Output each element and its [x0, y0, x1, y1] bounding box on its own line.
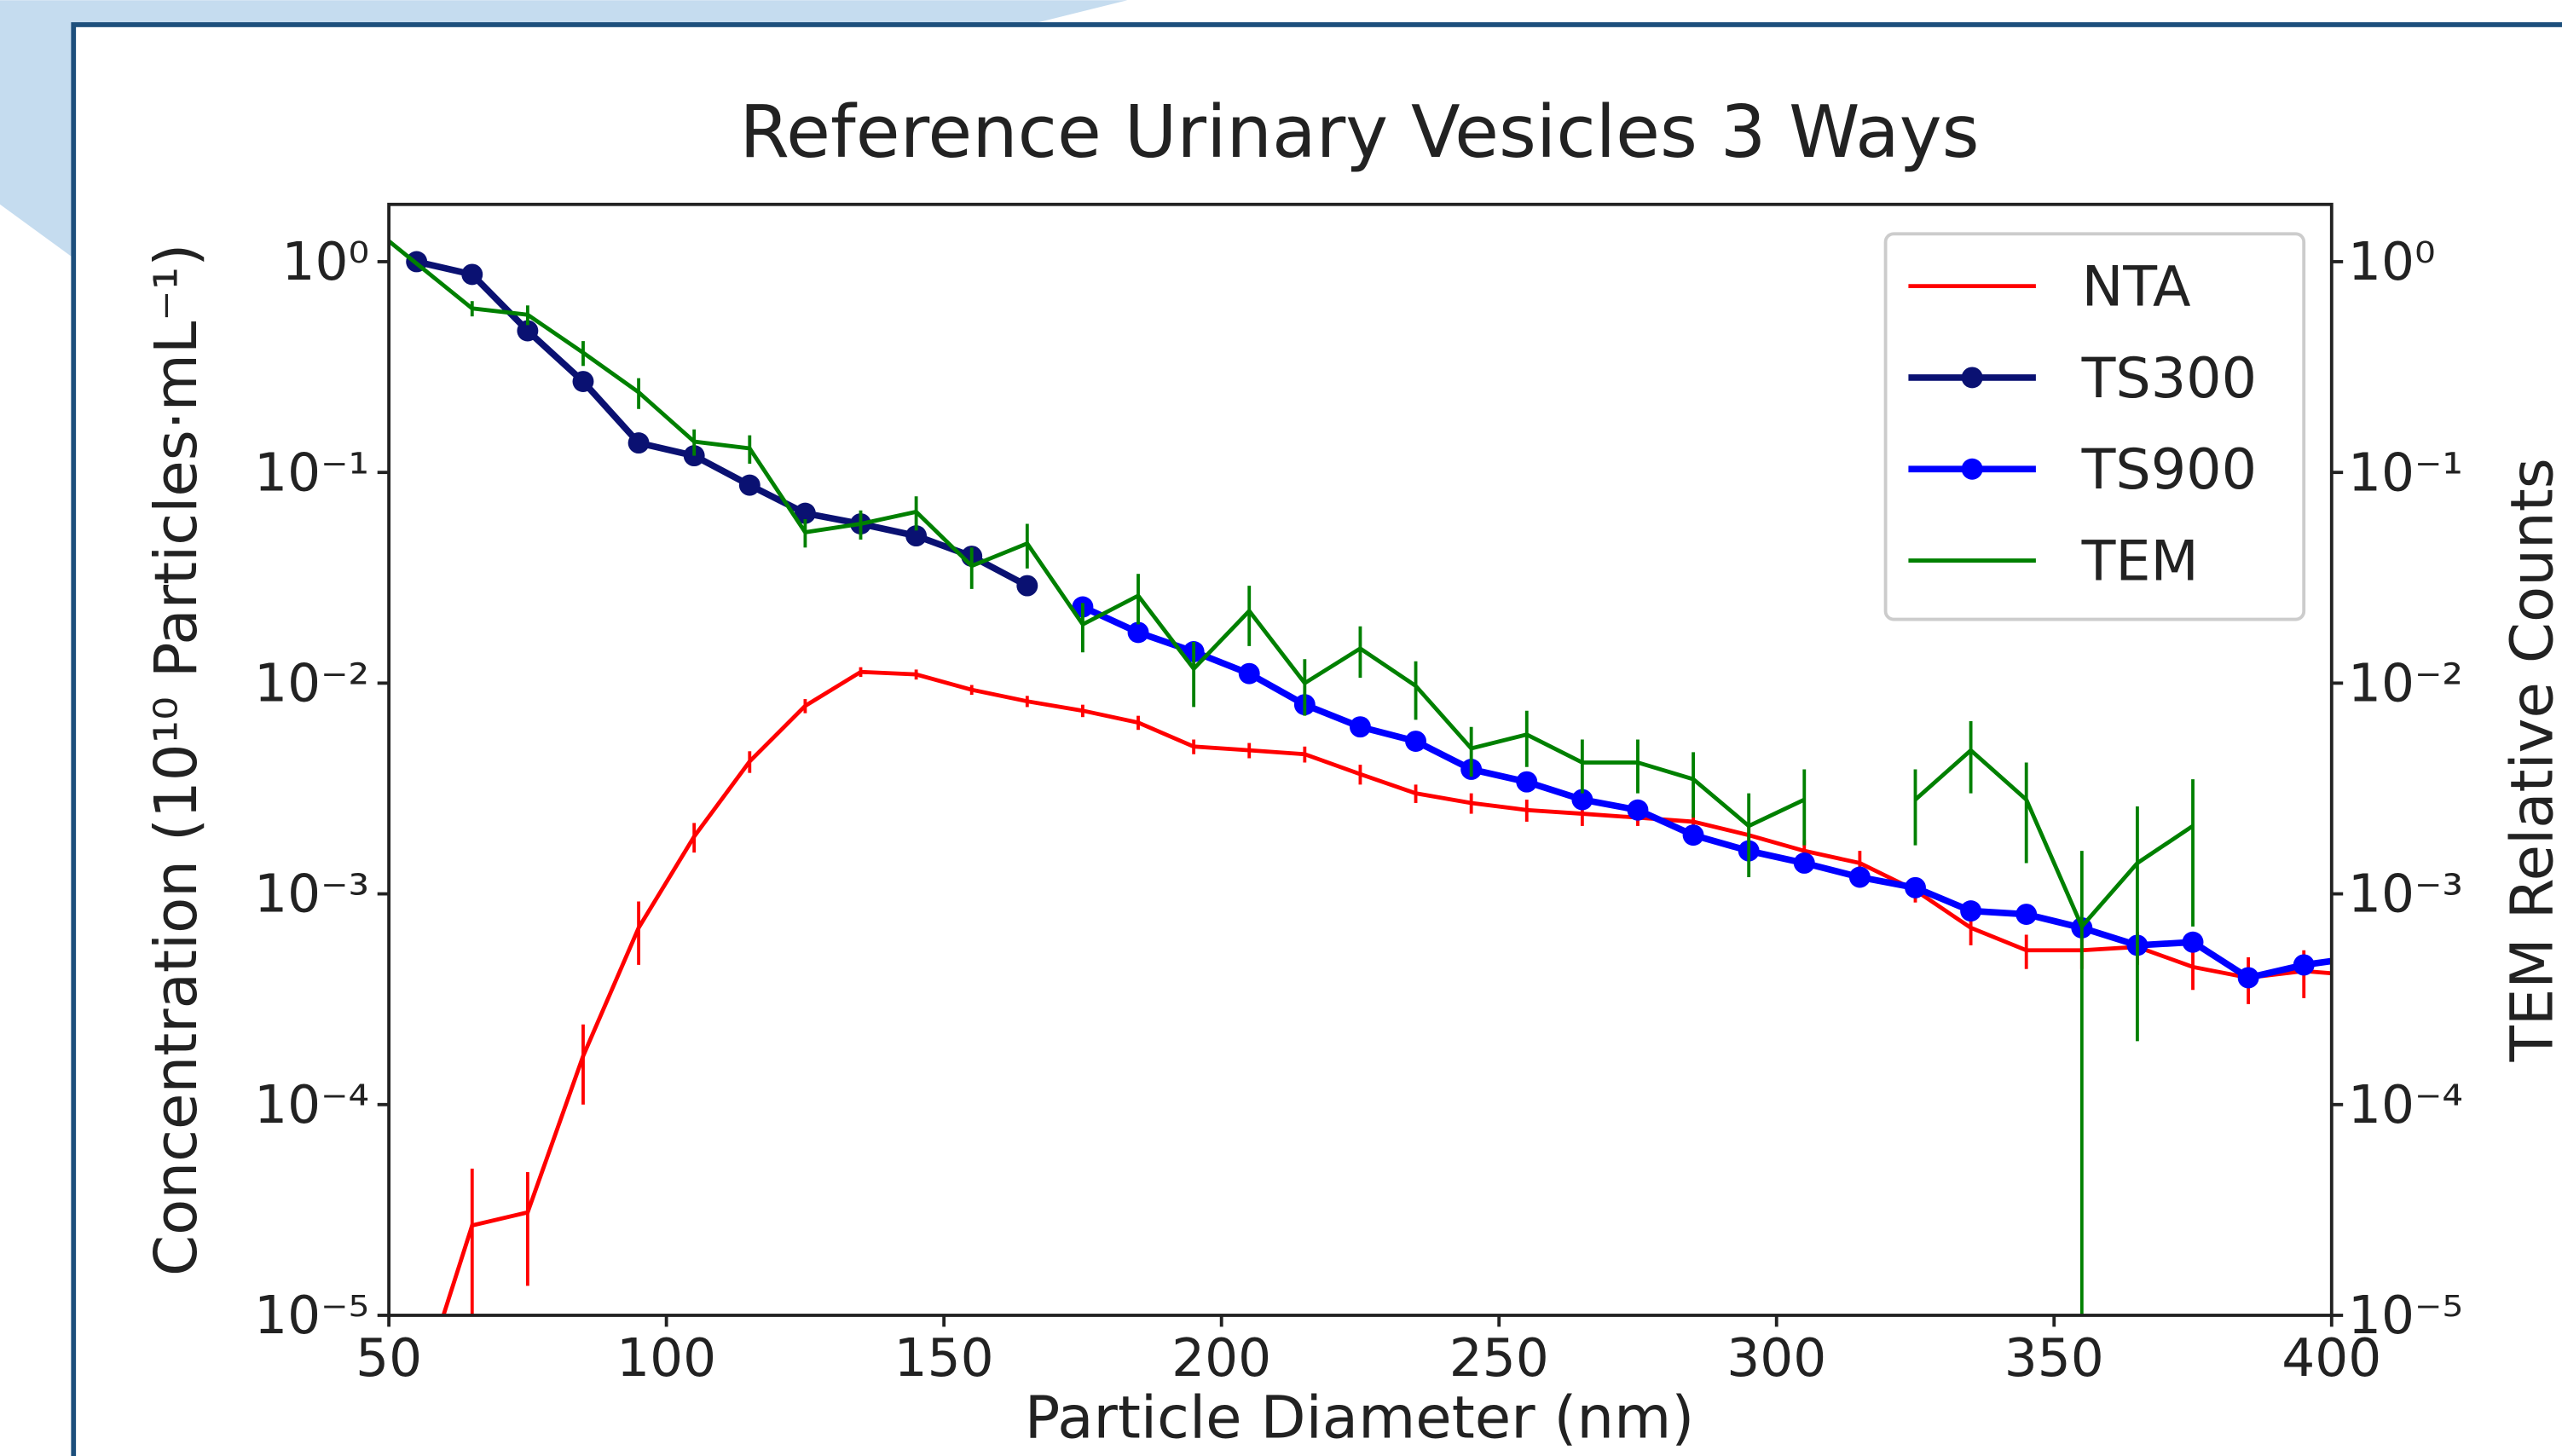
marker — [1516, 771, 1538, 793]
x-axis-label: Particle Diameter (nm) — [1025, 1384, 1695, 1453]
marker — [1627, 799, 1649, 821]
legend-label: TS300 — [2081, 347, 2257, 411]
y-tick-label: 10⁰ — [282, 232, 370, 292]
y2-tick-label: 10⁻⁵ — [2348, 1286, 2463, 1346]
y2-tick-label: 10⁰ — [2348, 232, 2436, 292]
y2-tick-label: 10⁻² — [2348, 653, 2463, 714]
x-tick-label: 250 — [1449, 1328, 1549, 1389]
marker — [2293, 954, 2315, 976]
plot-frame — [387, 202, 2334, 1317]
y2-axis-label: TEM Relative Counts — [2499, 458, 2562, 1062]
y2-tick-label: 10⁻⁴ — [2348, 1075, 2463, 1135]
marker — [1238, 662, 1260, 685]
y-tick-label: 10⁻⁴ — [254, 1075, 369, 1135]
legend-marker — [1961, 367, 1983, 389]
marker — [1405, 731, 1427, 752]
marker — [2015, 904, 2038, 925]
marker — [1682, 824, 1704, 846]
legend-marker — [1961, 458, 1983, 480]
x-tick-label: 400 — [2282, 1328, 2381, 1389]
marker — [1016, 575, 1038, 597]
series-line — [441, 669, 2332, 1315]
y2-tick-label: 10⁻¹ — [2348, 442, 2463, 503]
marker — [1571, 789, 1593, 811]
y-tick-label: 10⁻¹ — [254, 442, 369, 503]
marker — [794, 502, 816, 524]
plot-area — [389, 238, 2332, 1315]
legend-box — [1883, 232, 2306, 621]
marker — [627, 432, 650, 454]
y-axis-label: Concentration (10¹⁰ Particles·mL⁻¹) — [142, 244, 211, 1276]
chart-title: Reference Urinary Vesicles 3 Ways — [739, 90, 1979, 174]
marker — [738, 474, 761, 496]
marker — [1349, 716, 1371, 738]
marker — [2237, 967, 2259, 989]
series-line — [389, 238, 2195, 931]
marker — [517, 320, 539, 342]
marker — [1960, 900, 1982, 922]
marker — [461, 263, 483, 286]
marker — [1127, 621, 1149, 644]
marker — [2182, 931, 2204, 953]
marker — [1793, 852, 1815, 874]
axes: 50 100 150 200 250 300 350 400 10⁰ 10⁻¹ 10⁻² 10⁻³ 10… — [254, 232, 2463, 1389]
x-tick-label: 350 — [2004, 1328, 2104, 1389]
x-tick-label: 300 — [1726, 1328, 1826, 1389]
legend-label: TS900 — [2081, 438, 2257, 502]
y-tick-label: 10⁻² — [254, 653, 369, 714]
marker — [1848, 866, 1871, 888]
marker — [1905, 876, 1926, 898]
marker — [572, 371, 594, 392]
legend-label: TEM — [2081, 530, 2199, 594]
marker — [905, 525, 928, 547]
x-tick-label: 150 — [894, 1328, 994, 1389]
x-tick-label: 200 — [1171, 1328, 1271, 1389]
y-tick-label: 10⁻³ — [254, 864, 369, 925]
legend-label: NTA — [2082, 256, 2191, 320]
x-tick-label: 50 — [356, 1328, 422, 1389]
y2-tick-label: 10⁻³ — [2348, 864, 2463, 925]
y-tick-label: 10⁻⁵ — [254, 1286, 369, 1346]
x-tick-label: 100 — [616, 1328, 716, 1389]
